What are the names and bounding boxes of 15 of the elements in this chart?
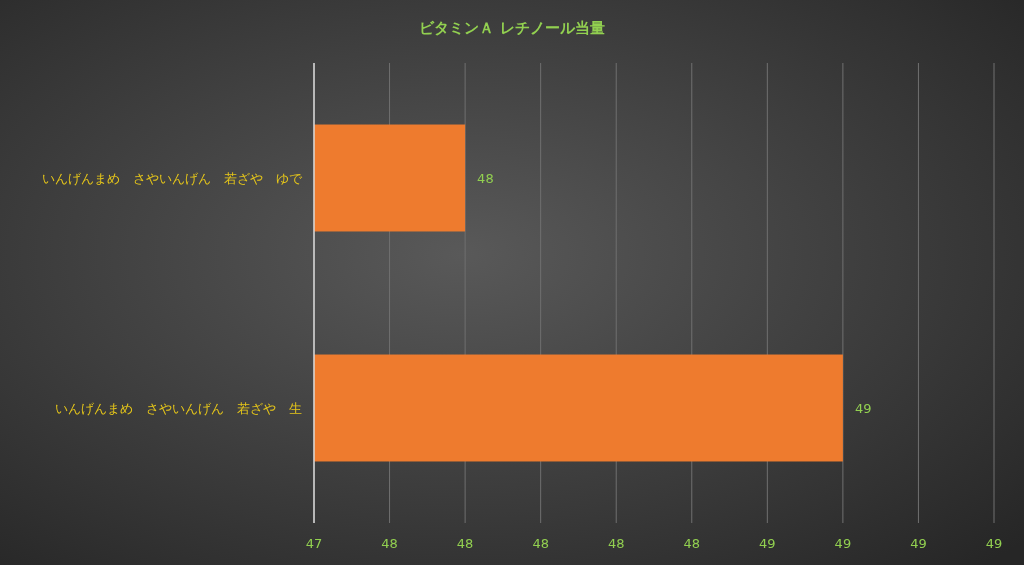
x-tick-label: 49 (910, 536, 927, 551)
x-tick-label: 48 (456, 536, 474, 551)
chart-title: ビタミンＡ レチノール当量 (419, 19, 605, 37)
data-label: 49 (854, 401, 872, 416)
x-tick-label: 47 (305, 536, 323, 551)
y-tick-label: いんげんまめ さやいんげん 若ざや ゆで (42, 171, 303, 186)
y-tick-label: いんげんまめ さやいんげん 若ざや 生 (55, 401, 302, 416)
x-tick-label: 49 (759, 536, 776, 551)
x-tick-label: 48 (607, 536, 625, 551)
x-tick-label: 48 (532, 536, 549, 551)
x-tick-label: 49 (834, 536, 852, 551)
x-tick-label: 48 (683, 536, 701, 551)
x-tick-label: 49 (985, 536, 1003, 551)
data-label: 48 (477, 171, 494, 186)
x-tick-label: 48 (381, 536, 398, 551)
